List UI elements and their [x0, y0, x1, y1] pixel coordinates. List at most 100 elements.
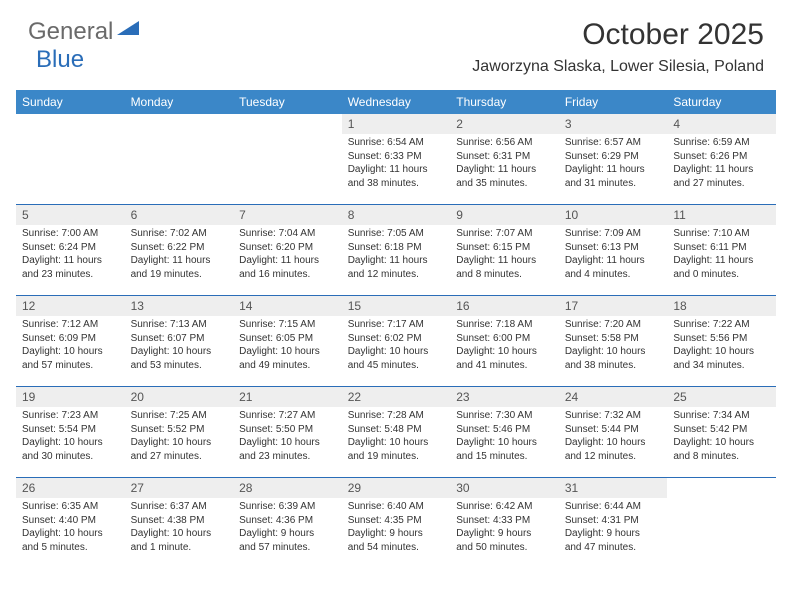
sunrise-text: Sunrise: 6:35 AM	[22, 500, 119, 514]
date-number-cell: 23	[450, 387, 559, 408]
day-header-row: Sunday Monday Tuesday Wednesday Thursday…	[16, 90, 776, 114]
sunset-text: Sunset: 5:46 PM	[456, 423, 553, 437]
date-number-cell: 7	[233, 205, 342, 226]
date-info-row: Sunrise: 7:00 AMSunset: 6:24 PMDaylight:…	[16, 225, 776, 296]
day-header: Sunday	[16, 90, 125, 114]
sunset-text: Sunset: 6:20 PM	[239, 241, 336, 255]
sunrise-text: Sunrise: 7:18 AM	[456, 318, 553, 332]
daylight-text: and 4 minutes.	[565, 268, 662, 282]
date-info-cell: Sunrise: 6:54 AMSunset: 6:33 PMDaylight:…	[342, 134, 451, 205]
date-info-cell	[16, 134, 125, 205]
date-info-cell: Sunrise: 7:25 AMSunset: 5:52 PMDaylight:…	[125, 407, 234, 478]
logo-triangle-icon	[117, 21, 139, 44]
sunrise-text: Sunrise: 6:44 AM	[565, 500, 662, 514]
daylight-text: and 57 minutes.	[239, 541, 336, 555]
date-number-cell: 12	[16, 296, 125, 317]
date-number-row: 19202122232425	[16, 387, 776, 408]
sunrise-text: Sunrise: 7:09 AM	[565, 227, 662, 241]
date-number-cell: 19	[16, 387, 125, 408]
daylight-text: and 19 minutes.	[131, 268, 228, 282]
date-number-cell: 3	[559, 114, 668, 134]
date-info-cell	[233, 134, 342, 205]
date-info-cell: Sunrise: 7:09 AMSunset: 6:13 PMDaylight:…	[559, 225, 668, 296]
date-number-cell: 14	[233, 296, 342, 317]
date-number-cell: 8	[342, 205, 451, 226]
sunrise-text: Sunrise: 7:32 AM	[565, 409, 662, 423]
daylight-text: and 5 minutes.	[22, 541, 119, 555]
date-info-cell: Sunrise: 7:13 AMSunset: 6:07 PMDaylight:…	[125, 316, 234, 387]
daylight-text: and 16 minutes.	[239, 268, 336, 282]
date-info-cell: Sunrise: 7:27 AMSunset: 5:50 PMDaylight:…	[233, 407, 342, 478]
date-number-cell	[125, 114, 234, 134]
date-info-cell: Sunrise: 6:57 AMSunset: 6:29 PMDaylight:…	[559, 134, 668, 205]
date-info-cell: Sunrise: 7:18 AMSunset: 6:00 PMDaylight:…	[450, 316, 559, 387]
sunrise-text: Sunrise: 6:54 AM	[348, 136, 445, 150]
daylight-text: Daylight: 10 hours	[22, 345, 119, 359]
daylight-text: Daylight: 11 hours	[348, 163, 445, 177]
sunrise-text: Sunrise: 7:30 AM	[456, 409, 553, 423]
sunrise-text: Sunrise: 6:59 AM	[673, 136, 770, 150]
logo-text-blue: Blue	[36, 46, 84, 73]
date-number-cell: 5	[16, 205, 125, 226]
daylight-text: and 38 minutes.	[565, 359, 662, 373]
sunset-text: Sunset: 5:50 PM	[239, 423, 336, 437]
sunset-text: Sunset: 6:31 PM	[456, 150, 553, 164]
daylight-text: and 57 minutes.	[22, 359, 119, 373]
daylight-text: and 12 minutes.	[348, 268, 445, 282]
date-number-cell: 4	[667, 114, 776, 134]
date-info-row: Sunrise: 7:12 AMSunset: 6:09 PMDaylight:…	[16, 316, 776, 387]
sunrise-text: Sunrise: 6:40 AM	[348, 500, 445, 514]
date-number-cell: 25	[667, 387, 776, 408]
day-header: Monday	[125, 90, 234, 114]
day-header: Friday	[559, 90, 668, 114]
daylight-text: Daylight: 10 hours	[131, 345, 228, 359]
date-info-cell: Sunrise: 7:02 AMSunset: 6:22 PMDaylight:…	[125, 225, 234, 296]
daylight-text: Daylight: 10 hours	[673, 436, 770, 450]
date-info-cell: Sunrise: 6:35 AMSunset: 4:40 PMDaylight:…	[16, 498, 125, 568]
header: General October 2025 Jaworzyna Slaska, L…	[0, 0, 792, 84]
daylight-text: Daylight: 11 hours	[673, 163, 770, 177]
sunrise-text: Sunrise: 6:37 AM	[131, 500, 228, 514]
sunrise-text: Sunrise: 7:17 AM	[348, 318, 445, 332]
date-number-cell: 30	[450, 478, 559, 499]
sunrise-text: Sunrise: 7:25 AM	[131, 409, 228, 423]
logo-text-general: General	[28, 18, 113, 46]
date-info-cell: Sunrise: 7:12 AMSunset: 6:09 PMDaylight:…	[16, 316, 125, 387]
date-number-cell: 11	[667, 205, 776, 226]
date-number-cell: 27	[125, 478, 234, 499]
sunset-text: Sunset: 5:56 PM	[673, 332, 770, 346]
daylight-text: Daylight: 10 hours	[22, 436, 119, 450]
sunset-text: Sunset: 4:35 PM	[348, 514, 445, 528]
date-number-cell: 18	[667, 296, 776, 317]
sunrise-text: Sunrise: 7:23 AM	[22, 409, 119, 423]
daylight-text: and 8 minutes.	[456, 268, 553, 282]
sunrise-text: Sunrise: 6:57 AM	[565, 136, 662, 150]
daylight-text: Daylight: 10 hours	[456, 436, 553, 450]
date-number-cell: 15	[342, 296, 451, 317]
date-info-cell: Sunrise: 7:07 AMSunset: 6:15 PMDaylight:…	[450, 225, 559, 296]
date-info-cell: Sunrise: 6:39 AMSunset: 4:36 PMDaylight:…	[233, 498, 342, 568]
daylight-text: Daylight: 10 hours	[22, 527, 119, 541]
sunset-text: Sunset: 6:07 PM	[131, 332, 228, 346]
date-info-row: Sunrise: 7:23 AMSunset: 5:54 PMDaylight:…	[16, 407, 776, 478]
daylight-text: Daylight: 9 hours	[565, 527, 662, 541]
sunrise-text: Sunrise: 7:04 AM	[239, 227, 336, 241]
date-info-cell: Sunrise: 7:30 AMSunset: 5:46 PMDaylight:…	[450, 407, 559, 478]
date-number-cell	[667, 478, 776, 499]
date-number-cell: 16	[450, 296, 559, 317]
daylight-text: and 27 minutes.	[673, 177, 770, 191]
date-number-cell: 9	[450, 205, 559, 226]
sunset-text: Sunset: 4:38 PM	[131, 514, 228, 528]
date-info-row: Sunrise: 6:54 AMSunset: 6:33 PMDaylight:…	[16, 134, 776, 205]
date-number-cell	[16, 114, 125, 134]
daylight-text: and 47 minutes.	[565, 541, 662, 555]
daylight-text: and 0 minutes.	[673, 268, 770, 282]
sunset-text: Sunset: 6:26 PM	[673, 150, 770, 164]
sunset-text: Sunset: 6:13 PM	[565, 241, 662, 255]
sunset-text: Sunset: 5:48 PM	[348, 423, 445, 437]
daylight-text: Daylight: 11 hours	[239, 254, 336, 268]
daylight-text: and 34 minutes.	[673, 359, 770, 373]
sunrise-text: Sunrise: 7:15 AM	[239, 318, 336, 332]
date-number-cell: 24	[559, 387, 668, 408]
date-number-cell	[233, 114, 342, 134]
